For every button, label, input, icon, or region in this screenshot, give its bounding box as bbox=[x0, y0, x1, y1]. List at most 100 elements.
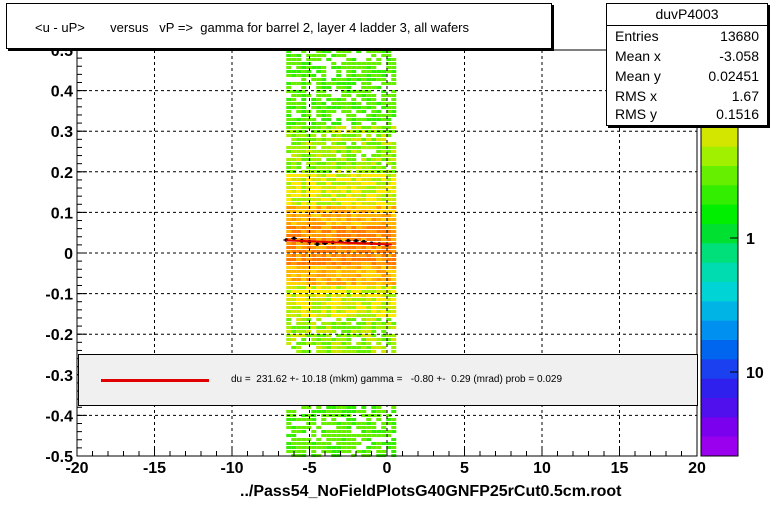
heatmap-cell bbox=[346, 350, 352, 353]
heatmap-cell bbox=[336, 82, 342, 85]
heatmap-cell bbox=[361, 266, 367, 269]
heatmap-cell bbox=[376, 58, 382, 61]
heatmap-cell bbox=[286, 242, 292, 245]
heatmap-cell bbox=[346, 138, 352, 141]
heatmap-cell bbox=[361, 166, 367, 169]
heatmap-cell bbox=[391, 206, 397, 209]
heatmap-cell bbox=[346, 250, 352, 253]
heatmap-cell bbox=[291, 194, 297, 197]
heatmap-cell bbox=[391, 62, 397, 65]
heatmap-cell bbox=[366, 70, 372, 73]
heatmap-cell bbox=[351, 330, 357, 333]
heatmap-cell bbox=[366, 62, 372, 65]
heatmap-cell bbox=[346, 186, 352, 189]
heatmap-cell bbox=[311, 434, 317, 437]
heatmap-cell bbox=[346, 262, 352, 265]
heatmap-cell bbox=[306, 286, 312, 289]
heatmap-cell bbox=[301, 98, 307, 101]
heatmap-cell bbox=[346, 150, 352, 153]
heatmap-cell bbox=[336, 134, 342, 137]
heatmap-cell bbox=[296, 178, 302, 181]
heatmap-cell bbox=[326, 278, 332, 281]
heatmap-cell bbox=[346, 406, 352, 409]
heatmap-cell bbox=[371, 98, 377, 101]
heatmap-cell bbox=[371, 442, 377, 445]
heatmap-cell bbox=[331, 306, 337, 309]
heatmap-cell bbox=[296, 294, 302, 297]
heatmap-cell bbox=[376, 166, 382, 169]
heatmap-cell bbox=[356, 186, 362, 189]
heatmap-cell bbox=[376, 450, 382, 453]
heatmap-cell bbox=[371, 114, 377, 117]
heatmap-cell bbox=[311, 286, 317, 289]
heatmap-cell bbox=[386, 206, 392, 209]
heatmap-cell bbox=[336, 194, 342, 197]
heatmap-cell bbox=[286, 126, 292, 129]
heatmap-cell bbox=[376, 70, 382, 73]
heatmap-cell bbox=[341, 90, 347, 93]
heatmap-cell bbox=[301, 210, 307, 213]
heatmap-cell bbox=[341, 322, 347, 325]
heatmap-cell bbox=[336, 138, 342, 141]
heatmap-cell bbox=[301, 170, 307, 173]
heatmap-cell bbox=[371, 174, 377, 177]
heatmap-cell bbox=[386, 306, 392, 309]
heatmap-cell bbox=[356, 434, 362, 437]
heatmap-cell bbox=[286, 166, 292, 169]
heatmap-cell bbox=[361, 222, 367, 225]
heatmap-cell bbox=[311, 342, 317, 345]
heatmap-cell bbox=[321, 330, 327, 333]
heatmap-cell bbox=[316, 206, 322, 209]
heatmap-cell bbox=[376, 250, 382, 253]
heatmap-cell bbox=[391, 270, 397, 273]
heatmap-cell bbox=[316, 342, 322, 345]
colorbar-segment bbox=[701, 166, 738, 186]
heatmap-cell bbox=[326, 82, 332, 85]
heatmap-cell bbox=[341, 154, 347, 157]
heatmap-cell bbox=[386, 434, 392, 437]
heatmap-cell bbox=[366, 270, 372, 273]
heatmap-cell bbox=[296, 258, 302, 261]
heatmap-cell bbox=[296, 146, 302, 149]
heatmap-cell bbox=[361, 270, 367, 273]
heatmap-cell bbox=[331, 302, 337, 305]
heatmap-cell bbox=[371, 262, 377, 265]
heatmap-cell bbox=[391, 350, 397, 353]
heatmap-cell bbox=[301, 122, 307, 125]
heatmap-cell bbox=[371, 210, 377, 213]
heatmap-cell bbox=[316, 94, 322, 97]
heatmap-cell bbox=[316, 274, 322, 277]
heatmap-cell bbox=[286, 326, 292, 329]
heatmap-cell bbox=[371, 74, 377, 77]
heatmap-cell bbox=[331, 194, 337, 197]
heatmap-cell bbox=[321, 262, 327, 265]
heatmap-cell bbox=[341, 86, 347, 89]
heatmap-cell bbox=[296, 226, 302, 229]
heatmap-cell bbox=[376, 178, 382, 181]
heatmap-cell bbox=[361, 306, 367, 309]
heatmap-cell bbox=[336, 326, 342, 329]
heatmap-cell bbox=[306, 282, 312, 285]
heatmap-cell bbox=[296, 446, 302, 449]
heatmap-cell bbox=[366, 74, 372, 77]
heatmap-cell bbox=[291, 270, 297, 273]
heatmap-cell bbox=[346, 182, 352, 185]
heatmap-cell bbox=[346, 286, 352, 289]
heatmap-cell bbox=[376, 50, 382, 53]
heatmap-cell bbox=[326, 146, 332, 149]
heatmap-cell bbox=[336, 198, 342, 201]
heatmap-cell bbox=[376, 86, 382, 89]
heatmap-cell bbox=[346, 430, 352, 433]
heatmap-cell bbox=[316, 298, 322, 301]
heatmap-cell bbox=[351, 218, 357, 221]
heatmap-cell bbox=[331, 154, 337, 157]
heatmap-cell bbox=[376, 298, 382, 301]
heatmap-cell bbox=[371, 330, 377, 333]
heatmap-cell bbox=[321, 106, 327, 109]
heatmap-cell bbox=[346, 174, 352, 177]
heatmap-cell bbox=[296, 342, 302, 345]
heatmap-cell bbox=[361, 146, 367, 149]
heatmap-cell bbox=[296, 54, 302, 57]
heatmap-cell bbox=[301, 274, 307, 277]
heatmap-cell bbox=[386, 194, 392, 197]
